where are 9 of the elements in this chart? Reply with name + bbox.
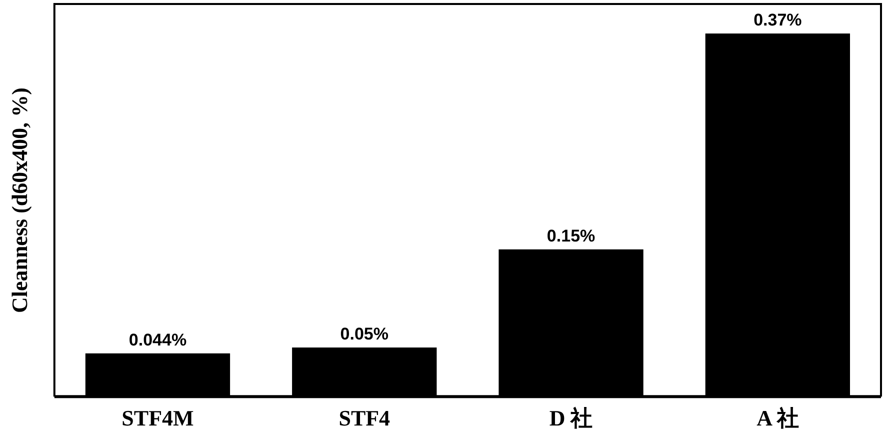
- data-label: 0.15%: [546, 226, 596, 246]
- data-label: 0.37%: [754, 10, 802, 30]
- x-tick-label: STF4: [338, 405, 390, 430]
- data-label: 0.05%: [340, 324, 388, 344]
- x-tick-label: STF4M: [122, 405, 194, 430]
- data-label: 0.044%: [128, 330, 187, 350]
- x-tick-label: D 社: [549, 405, 593, 430]
- x-tick-label: A 社: [756, 405, 799, 430]
- y-axis-title: Cleanness (d60x400, %): [6, 88, 32, 314]
